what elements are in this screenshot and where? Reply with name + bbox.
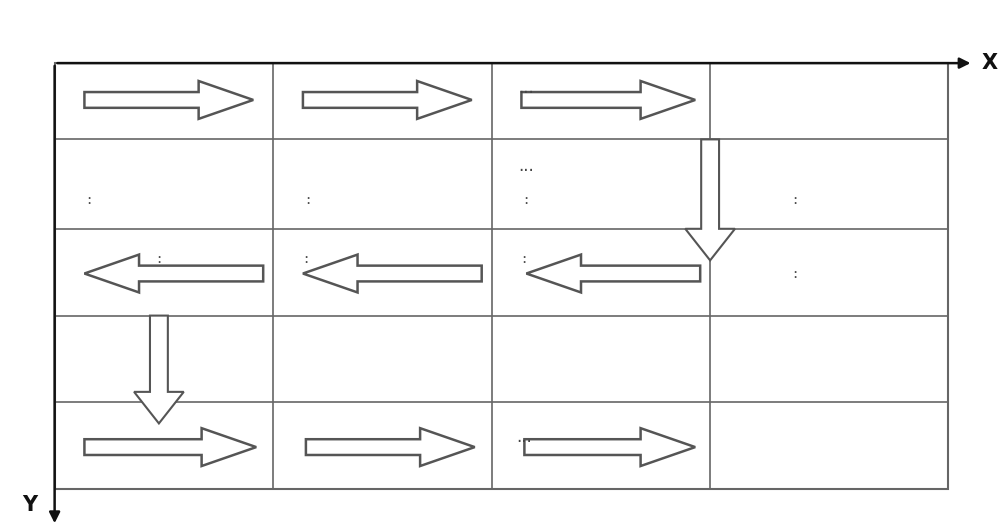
- Text: :: :: [303, 252, 309, 266]
- Polygon shape: [521, 81, 695, 119]
- Text: :: :: [792, 193, 797, 207]
- Text: :: :: [524, 193, 529, 207]
- Polygon shape: [303, 81, 472, 119]
- Polygon shape: [84, 255, 263, 292]
- Polygon shape: [84, 428, 256, 466]
- Text: :: :: [87, 193, 92, 207]
- Text: ...: ...: [519, 79, 534, 97]
- Polygon shape: [685, 139, 735, 260]
- Polygon shape: [84, 81, 253, 119]
- Text: ...: ...: [519, 157, 534, 175]
- Text: :: :: [305, 193, 311, 207]
- Polygon shape: [303, 255, 482, 292]
- Text: :: :: [792, 267, 797, 280]
- Polygon shape: [524, 428, 695, 466]
- Text: :: :: [156, 252, 162, 266]
- Polygon shape: [134, 316, 184, 423]
- Polygon shape: [306, 428, 475, 466]
- Text: :: :: [522, 252, 527, 266]
- Text: ...: ...: [517, 428, 532, 446]
- Text: X: X: [981, 53, 997, 73]
- Bar: [55, 63, 948, 489]
- Polygon shape: [526, 255, 700, 292]
- Text: Y: Y: [22, 495, 37, 515]
